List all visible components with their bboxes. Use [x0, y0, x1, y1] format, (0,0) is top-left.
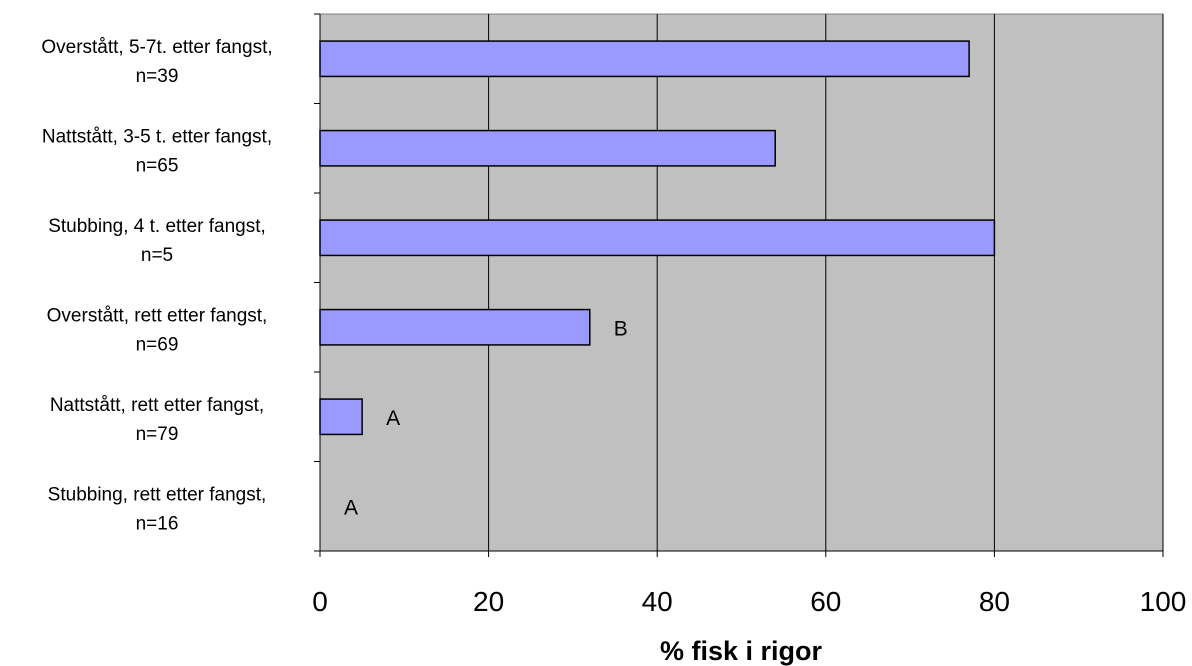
category-label: n=69	[136, 334, 179, 355]
x-tick-label: 80	[979, 586, 1010, 617]
x-tick-label: 100	[1140, 586, 1187, 617]
category-label: n=5	[141, 245, 173, 266]
annotations: B A A	[344, 317, 628, 519]
x-axis-title: % fisk i rigor	[660, 636, 823, 666]
category-label: n=65	[136, 155, 179, 176]
category-label: n=16	[136, 513, 179, 534]
bar-annotation: A	[386, 407, 400, 430]
x-tick-labels: 0 20 40 60 80 100	[312, 586, 1186, 617]
category-label: Stubbing, 4 t. etter fangst,	[48, 216, 266, 237]
gridlines	[488, 14, 1164, 551]
category-label: n=79	[136, 424, 179, 445]
bar	[319, 129, 776, 167]
bars	[319, 40, 996, 436]
bar-annotation: A	[344, 496, 358, 519]
x-axis-ticks	[319, 551, 1164, 557]
plot-area	[319, 13, 1164, 552]
category-label: Overstått, 5-7t. etter fangst,	[41, 37, 272, 58]
category-labels: Overstått, 5-7t. etter fangst, n=39 Nattst…	[41, 37, 272, 535]
category-label: n=39	[136, 66, 179, 87]
category-label: Stubbing, rett etter fangst,	[48, 484, 267, 505]
bar	[319, 398, 363, 436]
x-tick-label: 60	[810, 586, 841, 617]
category-label: Overstått, rett etter fangst,	[47, 305, 268, 326]
category-label: Nattstått, rett etter fangst,	[50, 395, 264, 416]
bar	[319, 308, 591, 346]
bar	[319, 219, 996, 257]
x-tick-label: 0	[312, 586, 328, 617]
y-axis-ticks	[314, 13, 320, 552]
bar-annotation: B	[614, 317, 628, 340]
bar	[319, 40, 970, 78]
category-label: Nattstått, 3-5 t. etter fangst,	[42, 126, 272, 147]
x-tick-label: 40	[642, 586, 673, 617]
x-tick-label: 20	[473, 586, 504, 617]
